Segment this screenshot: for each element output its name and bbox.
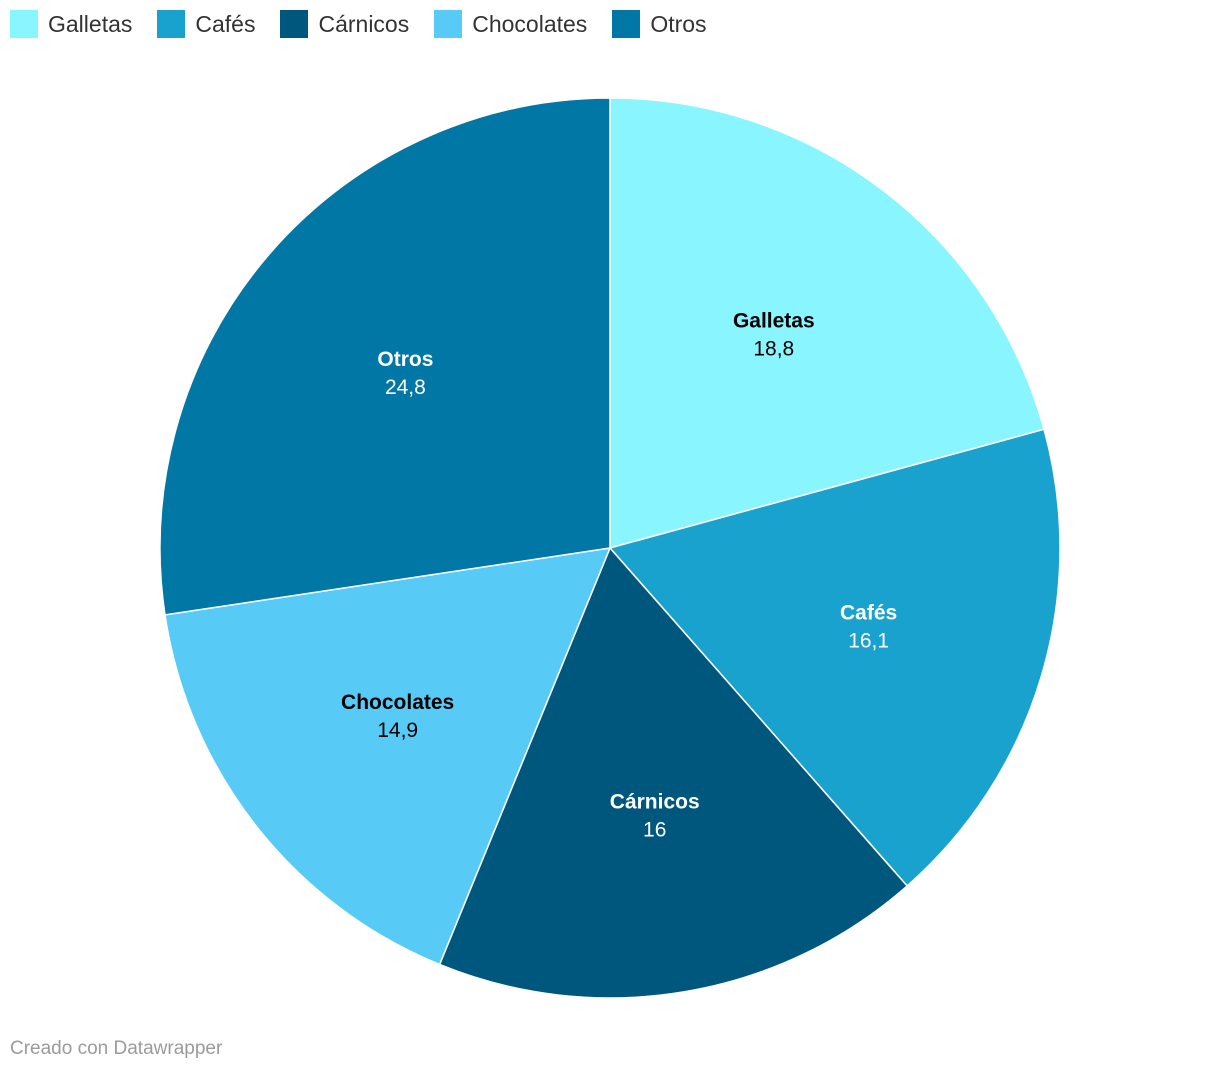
slice-label-otros: Otros	[377, 348, 433, 371]
legend-label-cafes: Cafés	[195, 10, 256, 37]
legend-label-otros: Otros	[650, 10, 707, 37]
chart-legend: Galletas Cafés Cárnicos Chocolates Otros	[10, 8, 732, 40]
legend-swatch-carnicos	[280, 10, 309, 38]
pie-slice-galletas	[609, 97, 1045, 549]
legend-label-carnicos: Cárnicos	[318, 10, 410, 37]
slice-value-galletas: 18,8	[753, 337, 794, 360]
legend-item-galletas: Galletas	[10, 10, 132, 38]
legend-item-cafes: Cafés	[157, 10, 255, 38]
legend-label-galletas: Galletas	[48, 10, 133, 37]
datawrapper-credit: Creado con Datawrapper	[10, 1038, 223, 1059]
slice-value-chocolates: 14,9	[377, 719, 418, 742]
legend-swatch-cafes	[157, 10, 186, 38]
legend-swatch-otros	[612, 10, 641, 38]
pie-slice-otros	[159, 97, 611, 616]
slice-label-carnicos: Cárnicos	[610, 790, 700, 813]
legend-label-chocolates: Chocolates	[472, 10, 588, 37]
slice-value-carnicos: 16	[643, 818, 666, 841]
slice-label-cafes: Cafés	[840, 602, 897, 625]
slice-label-chocolates: Chocolates	[341, 691, 454, 714]
legend-item-carnicos: Cárnicos	[280, 10, 409, 38]
legend-item-otros: Otros	[612, 10, 707, 38]
pie-slice-cafes	[608, 428, 1061, 888]
legend-swatch-galletas	[10, 10, 38, 38]
slice-label-galletas: Galletas	[733, 309, 815, 332]
legend-swatch-chocolates	[434, 10, 463, 38]
pie-slice-chocolates	[164, 547, 612, 966]
legend-item-chocolates: Chocolates	[434, 10, 587, 38]
pie-slice-carnicos	[438, 546, 909, 999]
slice-value-otros: 24,8	[385, 376, 426, 399]
slice-value-cafes: 16,1	[848, 630, 889, 653]
